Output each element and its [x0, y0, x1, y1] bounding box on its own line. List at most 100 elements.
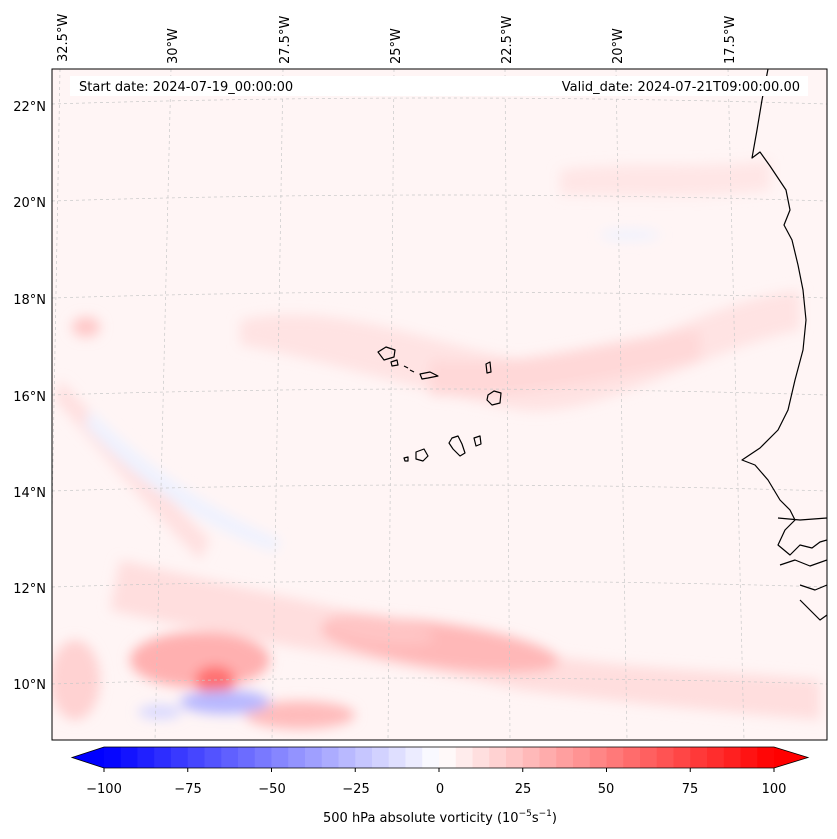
- vorticity-max-south: [245, 701, 355, 729]
- cbar-tick-neg25: −25: [342, 782, 369, 797]
- colorbar-bin: [405, 747, 423, 768]
- colorbar: [70, 746, 810, 772]
- cbar-tick-75: 75: [682, 782, 699, 797]
- colorbar-bin: [355, 747, 373, 768]
- parallel-20n: [52, 194, 827, 202]
- cape-verde-fogo: [415, 448, 429, 462]
- cbar-label-exp1: −5: [519, 809, 532, 819]
- lat-label-22n: 22°N: [13, 100, 46, 115]
- casamance-coast: [779, 559, 827, 567]
- colorbar-bin: [489, 747, 507, 768]
- vorticity-band-upper: [560, 160, 770, 197]
- colorbar-bin: [623, 747, 641, 768]
- start-date-label: Start date: 2024-07-19_00:00:00: [79, 80, 293, 95]
- lat-label-20n: 20°N: [13, 196, 46, 211]
- bissagos-coast: [799, 584, 827, 591]
- colorbar-bin: [137, 747, 155, 768]
- lon-label-20w: 20°W: [611, 28, 626, 64]
- cbar-tick-100: 100: [762, 782, 787, 797]
- colorbar-bin: [740, 747, 758, 768]
- colorbar-bin: [305, 747, 323, 768]
- vorticity-min-minor: [138, 705, 182, 719]
- colorbar-bin: [640, 747, 658, 768]
- colorbar-bin: [338, 747, 356, 768]
- gambia-coast: [777, 517, 827, 521]
- lat-label-10n: 10°N: [13, 678, 46, 693]
- meridian-22-5w: [504, 69, 511, 740]
- colorbar-bin: [522, 747, 540, 768]
- cbar-label-exp2: −1: [539, 809, 552, 819]
- colorbar-bin: [673, 747, 691, 768]
- map-panel: Start date: 2024-07-19_00:00:00 Valid_da…: [52, 69, 827, 740]
- colorbar-bin: [723, 747, 741, 768]
- lon-label-32-5w: 32.5°W: [56, 14, 71, 62]
- lon-label-30w: 30°W: [166, 28, 181, 64]
- lat-label-16n: 16°N: [13, 390, 46, 405]
- lon-label-17-5w: 17.5°W: [723, 16, 738, 64]
- colorbar-bin: [556, 747, 574, 768]
- parallel-14n: [52, 484, 827, 492]
- meridian-30w: [154, 69, 172, 740]
- colorbar-bin: [455, 747, 473, 768]
- vorticity-band-mid: [430, 330, 700, 396]
- cape-verde-santa-luzia: [403, 365, 409, 369]
- meridian-25w: [387, 69, 395, 740]
- colorbar-bin: [606, 747, 624, 768]
- colorbar-bin: [757, 747, 775, 768]
- colorbar-bin: [422, 747, 440, 768]
- vorticity-min-ne: [600, 230, 660, 240]
- meridian-27-5w: [271, 69, 284, 740]
- meridian-17-5w: [727, 69, 745, 740]
- cbar-label-mid: s: [532, 811, 539, 826]
- colorbar-bin: [539, 747, 557, 768]
- cape-verde-santo-antao: [377, 346, 396, 361]
- cbar-tick-0: 0: [436, 782, 444, 797]
- colorbar-bin: [288, 747, 306, 768]
- meridian-20w: [615, 69, 628, 740]
- colorbar-bin: [388, 747, 406, 768]
- graticule: [52, 69, 827, 740]
- colorbar-bin: [204, 747, 222, 768]
- vorticity-min-main: [180, 690, 270, 714]
- vorticity-max-west: [130, 632, 270, 688]
- cbar-tick-25: 25: [515, 782, 532, 797]
- longitude-labels: 32.5°W 30°W 27.5°W 25°W 22.5°W 20°W 17.5…: [56, 14, 738, 64]
- cbar-tick-neg50: −50: [258, 782, 285, 797]
- colorbar-bin: [171, 747, 189, 768]
- colorbar-label: 500 hPa absolute vorticity (10−5s−1): [323, 809, 557, 826]
- cape-verde-brava: [403, 456, 409, 462]
- colorbar-bin: [271, 747, 289, 768]
- parallel-22n: [52, 97, 827, 105]
- colorbar-bin: [439, 747, 457, 768]
- lon-label-22-5w: 22.5°W: [500, 16, 515, 64]
- cbar-label-end: ): [552, 811, 557, 826]
- vorticity-max-centre: [325, 614, 435, 646]
- lon-label-25w: 25°W: [389, 28, 404, 64]
- cbar-label-main: 500 hPa absolute vorticity (10: [323, 811, 519, 826]
- cape-verde-santiago: [448, 435, 466, 457]
- colorbar-bin: [372, 747, 390, 768]
- cbar-tick-neg75: −75: [174, 782, 201, 797]
- cape-verde-boa-vista: [486, 390, 502, 406]
- vorticity-spot-nw: [72, 317, 100, 337]
- header-box: [70, 76, 808, 96]
- colorbar-bin: [187, 747, 205, 768]
- colorbar-bin: [104, 747, 122, 768]
- colorbar-bin: [573, 747, 591, 768]
- vorticity-field: [52, 160, 820, 729]
- latitude-labels: 22°N 20°N 18°N 16°N 14°N 12°N 10°N: [13, 100, 46, 693]
- parallel-10n: [52, 677, 827, 685]
- colorbar-bin: [506, 747, 524, 768]
- cbar-tick-neg100: −100: [86, 782, 122, 797]
- colorbar-bin: [120, 747, 138, 768]
- cape-verde-sal: [485, 361, 492, 374]
- colorbar-bin: [707, 747, 725, 768]
- colorbar-bin: [254, 747, 272, 768]
- colorbar-extend-max: [774, 747, 808, 768]
- colorbar-bin: [221, 747, 239, 768]
- cbar-tick-50: 50: [598, 782, 615, 797]
- africa-coastline: [741, 69, 827, 556]
- colorbar-bin: [472, 747, 490, 768]
- colorbar-bin: [154, 747, 172, 768]
